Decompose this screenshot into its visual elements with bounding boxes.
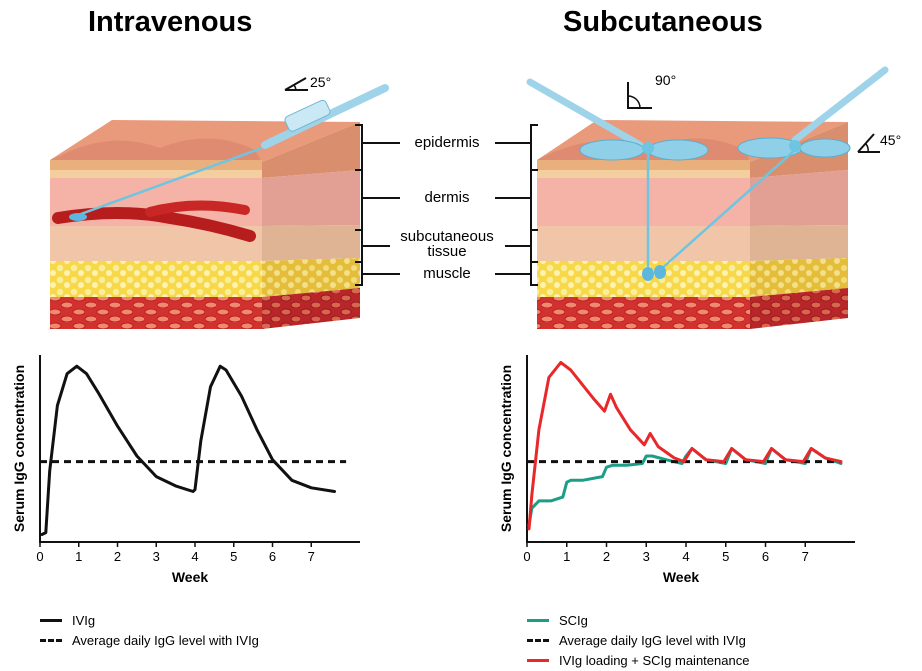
- x-axis-label: Week: [172, 569, 209, 585]
- legend-subcutaneous: SCIg Average daily IgG level with IVIg I…: [527, 610, 749, 670]
- legend-intravenous: IVIg Average daily IgG level with IVIg: [40, 610, 259, 650]
- x-tick-label: 7: [308, 549, 315, 564]
- x-tick-label: 5: [230, 549, 237, 564]
- layer-brackets: [355, 124, 538, 286]
- x-tick-label: 3: [153, 549, 160, 564]
- x-tick-label: 1: [563, 549, 570, 564]
- series-line-ivig: [40, 364, 336, 536]
- x-tick-label: 2: [603, 549, 610, 564]
- angle-25-label: 25°: [310, 74, 332, 90]
- y-axis-label: Serum IgG concentration: [498, 365, 514, 532]
- legend-label: IVIg: [72, 612, 96, 628]
- angle-25-icon: [284, 77, 308, 91]
- angle-90-icon: [627, 82, 652, 109]
- chart-intravenous: 0 1 2 3 4 5 6 7 Week Serum IgG concentration: [11, 355, 360, 585]
- x-tick-label: 2: [114, 549, 121, 564]
- legend-item-average: Average daily IgG level with IVIg: [527, 630, 749, 650]
- x-tick-label: 3: [643, 549, 650, 564]
- chart-subcutaneous: 0 1 2 3 4 5 6 7 Week Serum IgG concentration: [498, 355, 855, 585]
- angle-45-label: 45°: [880, 132, 902, 148]
- x-tick-label: 0: [36, 549, 43, 564]
- legend-swatch: [40, 618, 62, 622]
- legend-item-scig: SCIg: [527, 610, 749, 630]
- x-axis-label: Week: [663, 569, 700, 585]
- x-tick-label: 1: [75, 549, 82, 564]
- legend-swatch: [527, 658, 549, 662]
- legend-swatch: [40, 638, 62, 642]
- title-subcutaneous: Subcutaneous: [563, 6, 763, 38]
- skin-block-subcutaneous: [526, 66, 889, 329]
- x-tick-label: 6: [762, 549, 769, 564]
- skin-block-intravenous: [50, 84, 389, 329]
- legend-label: IVIg loading + SCIg maintenance: [559, 652, 750, 668]
- x-tick-label: 4: [682, 549, 689, 564]
- layer-label-epidermis: epidermis: [414, 134, 480, 151]
- legend-swatch: [527, 638, 549, 642]
- layer-label-dermis: dermis: [424, 189, 470, 206]
- y-axis-label: Serum IgG concentration: [11, 365, 27, 532]
- legend-item-ivig: IVIg: [40, 610, 259, 630]
- layer-label-muscle: muscle: [423, 265, 471, 282]
- x-tick-label: 6: [269, 549, 276, 564]
- legend-label: Average daily IgG level with IVIg: [72, 632, 259, 648]
- legend-item-loading: IVIg loading + SCIg maintenance: [527, 650, 749, 670]
- x-tick-label: 0: [523, 549, 530, 564]
- x-tick-label: 5: [722, 549, 729, 564]
- title-intravenous: Intravenous: [88, 6, 253, 38]
- layer-label-subcutaneous-tissue: subcutaneous tissue: [400, 228, 494, 260]
- angle-90-label: 90°: [655, 72, 677, 88]
- legend-label: Average daily IgG level with IVIg: [559, 632, 746, 648]
- legend-item-average: Average daily IgG level with IVIg: [40, 630, 259, 650]
- x-tick-label: 4: [191, 549, 198, 564]
- legend-label: SCIg: [559, 612, 588, 628]
- x-tick-label: 7: [802, 549, 809, 564]
- legend-swatch: [527, 618, 549, 622]
- series-line-ivig-loading-scig-maintenance: [527, 361, 843, 531]
- angle-45-icon: [857, 133, 880, 153]
